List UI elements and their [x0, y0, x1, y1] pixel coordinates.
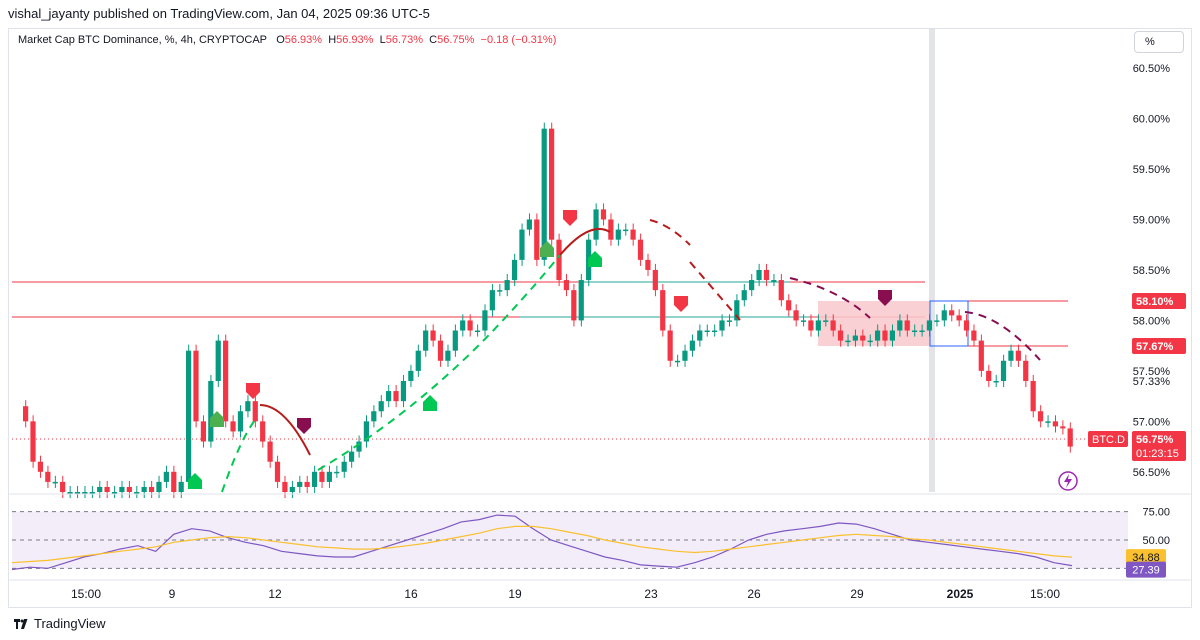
low-value: 56.73% — [385, 34, 424, 46]
high-label: H — [328, 34, 337, 46]
open-label: O — [276, 34, 285, 46]
low-label: L — [379, 34, 386, 46]
change-value: −0.18 (−0.31%) — [480, 34, 557, 46]
chart-frame — [8, 28, 1192, 608]
close-label: C — [429, 34, 438, 46]
close-value: 56.75% — [437, 34, 475, 46]
symbol-description: Market Cap BTC Dominance, %, 4h, CRYPTOC… — [18, 34, 268, 46]
ohlc-legend: Market Cap BTC Dominance, %, 4h, CRYPTOC… — [18, 34, 556, 46]
percent-scale-button[interactable]: % — [1134, 31, 1184, 53]
tradingview-logo-icon — [14, 618, 28, 629]
footer: TradingView — [14, 616, 106, 631]
high-value: 56.93% — [336, 34, 374, 46]
footer-brand: TradingView — [34, 616, 106, 631]
publisher-line: vishal_jayanty published on TradingView.… — [8, 6, 430, 21]
open-value: 56.93% — [284, 34, 323, 46]
